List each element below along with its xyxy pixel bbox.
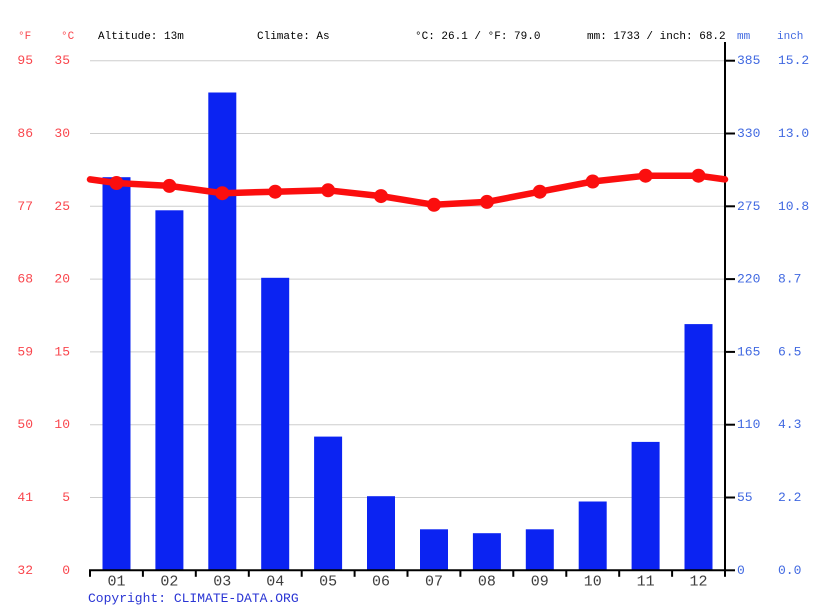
unit-c-label: °C (61, 31, 75, 43)
axis-label-inch: 6.5 (778, 344, 801, 359)
axis-label-f: 32 (17, 563, 33, 578)
axis-label-mm: 275 (737, 199, 760, 214)
temperature-line (86, 172, 729, 209)
temperature-point-10 (585, 174, 600, 189)
axis-label-inch: 2.2 (778, 490, 801, 505)
precipitation-bar-11 (631, 441, 660, 571)
month-label-05: 05 (319, 574, 337, 591)
axis-label-mm: 165 (737, 344, 760, 359)
axis-label-inch: 10.8 (778, 199, 809, 214)
site-link[interactable]: CLIMATE-DATA.ORG (173, 591, 299, 606)
axis-label-f: 86 (17, 126, 33, 141)
axis-label-f: 68 (17, 272, 33, 287)
temperature-point-03 (215, 186, 230, 201)
altitude-label: Altitude: 13m (98, 31, 184, 43)
axis-label-c: 5 (62, 490, 70, 505)
axis-label-c: 30 (54, 126, 70, 141)
axis-label-mm: 385 (737, 53, 760, 68)
precipitation-bar-07 (420, 529, 448, 571)
axis-label-inch: 4.3 (778, 417, 801, 432)
unit-mm-label: mm (737, 31, 751, 43)
temperature-point-02 (162, 178, 177, 193)
temperature-point-07 (427, 197, 441, 212)
copyright-label: Copyright: (88, 591, 174, 606)
temperature-average-label: °C: 26.1 / °F: 79.0 (415, 31, 541, 43)
precipitation-bar-04 (261, 277, 290, 571)
precipitation-total-label: mm: 1733 / inch: 68.2 (587, 31, 726, 43)
precipitation-bar-01 (102, 177, 131, 571)
temperature-point-12 (691, 168, 706, 183)
axis-label-inch: 0.0 (778, 563, 801, 578)
axis-label-mm: 330 (737, 126, 760, 141)
axis-label-inch: 8.7 (778, 272, 801, 287)
temperature-point-04 (268, 184, 283, 199)
axis-label-inch: 15.2 (778, 53, 809, 68)
axis-label-f: 59 (17, 344, 33, 359)
precipitation-bar-03 (208, 92, 237, 571)
precipitation-bar-05 (314, 436, 343, 571)
temperature-point-05 (321, 183, 336, 198)
precipitation-bar-08 (472, 533, 501, 571)
axis-label-c: 35 (54, 53, 70, 68)
temperature-point-08 (479, 194, 494, 209)
axis-label-mm: 220 (737, 272, 760, 287)
month-label-11: 11 (637, 574, 655, 591)
axis-label-mm: 55 (737, 490, 753, 505)
temperature-point-01 (109, 176, 124, 190)
axis-label-c: 15 (54, 344, 70, 359)
axis-label-f: 41 (17, 490, 33, 505)
month-label-06: 06 (372, 574, 390, 591)
axis-label-f: 95 (17, 53, 33, 68)
temperature-point-06 (374, 189, 388, 204)
precipitation-bar-12 (684, 324, 713, 571)
month-label-10: 10 (584, 574, 602, 591)
axis-label-f: 77 (17, 199, 33, 214)
axis-label-inch: 13.0 (778, 126, 809, 141)
precipitation-bar-09 (525, 529, 554, 571)
unit-inch-label: inch (777, 31, 804, 43)
unit-f-label: °F (18, 31, 32, 43)
axis-label-c: 0 (62, 563, 70, 578)
precipitation-bar-10 (578, 501, 607, 571)
precipitation-bar-06 (367, 496, 395, 571)
precipitation-bar-02 (155, 210, 184, 571)
axis-label-c: 20 (54, 272, 70, 287)
month-label-08: 08 (478, 574, 496, 591)
axis-label-f: 50 (17, 417, 33, 432)
temperature-point-11 (638, 168, 653, 183)
axis-label-c: 10 (54, 417, 70, 432)
axis-label-c: 25 (54, 199, 70, 214)
axis-label-mm: 0 (737, 563, 745, 578)
axis-label-mm: 110 (737, 417, 760, 432)
temperature-point-09 (532, 184, 547, 199)
month-label-04: 04 (266, 574, 284, 591)
month-label-02: 02 (160, 574, 178, 591)
month-label-12: 12 (689, 574, 707, 591)
month-label-07: 07 (425, 574, 443, 591)
month-label-09: 09 (531, 574, 549, 591)
month-label-03: 03 (213, 574, 231, 591)
month-label-01: 01 (107, 574, 125, 591)
climate-label: Climate: As (257, 31, 330, 43)
copyright-line: Copyright: CLIMATE-DATA.ORG (88, 591, 299, 607)
